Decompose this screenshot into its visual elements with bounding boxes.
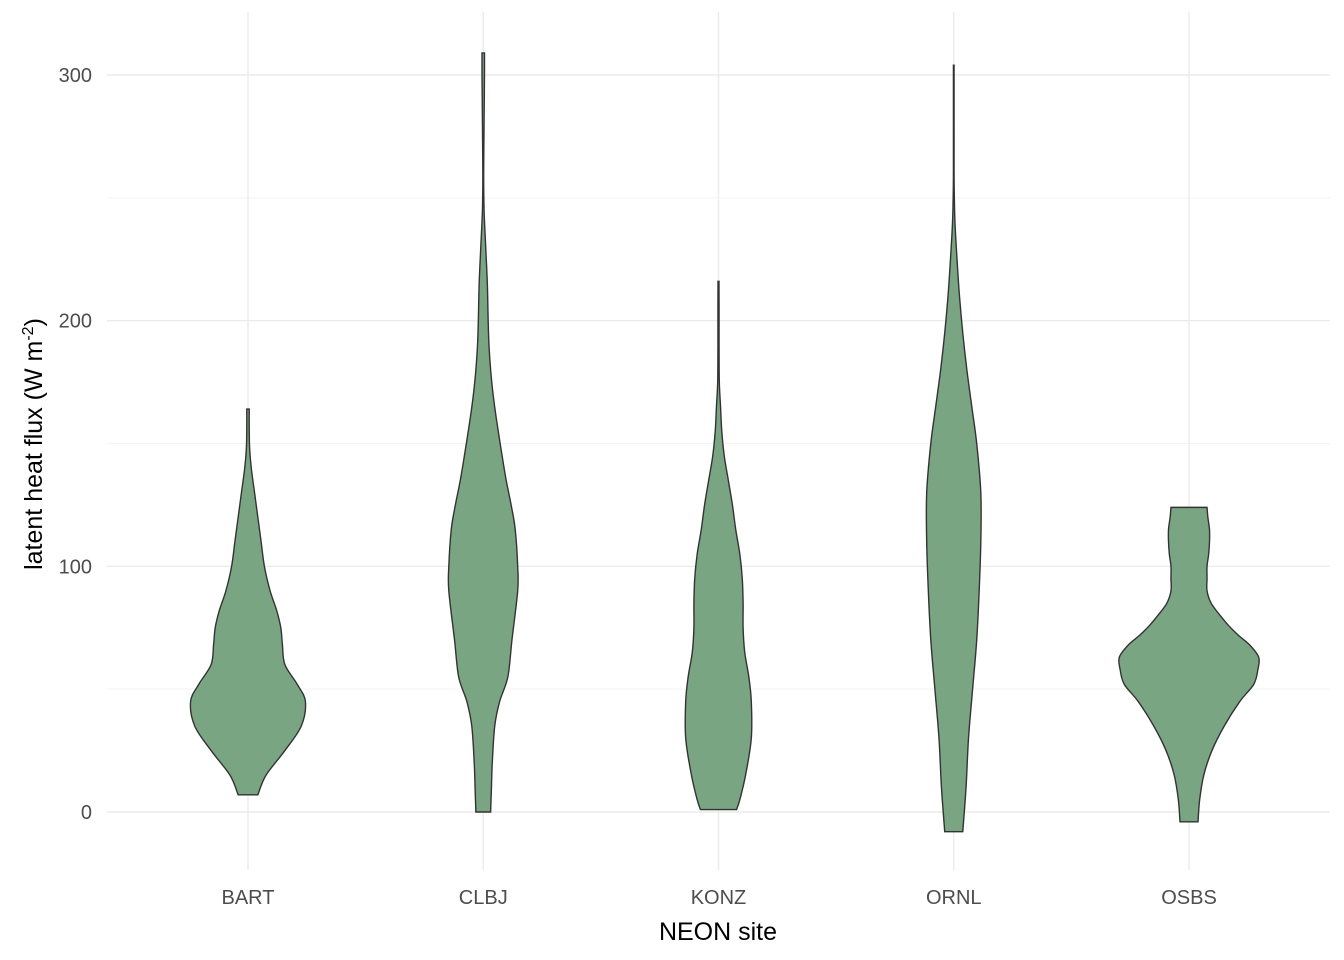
x-axis-title: NEON site xyxy=(659,918,777,946)
x-tick-label: ORNL xyxy=(926,887,982,909)
violin-clbj xyxy=(447,52,519,813)
violin-osbs xyxy=(1118,506,1260,823)
y-axis-title-end: ) xyxy=(20,318,48,326)
violins xyxy=(189,52,1260,833)
x-tick-labels: BART CLBJ KONZ ORNL OSBS xyxy=(222,887,1217,909)
x-tick-label: OSBS xyxy=(1161,887,1217,909)
y-axis-title-superscript: -2 xyxy=(20,326,37,340)
y-axis-title: latent heat flux (W m-2) xyxy=(20,318,48,570)
y-tick-label: 100 xyxy=(59,556,92,578)
y-axis-title-main: latent heat flux (W m xyxy=(20,341,48,570)
violin-ornl xyxy=(925,64,982,833)
x-tick-label: CLBJ xyxy=(459,887,508,909)
x-tick-label: KONZ xyxy=(691,887,747,909)
violin-bart xyxy=(189,408,307,796)
y-tick-label: 300 xyxy=(59,65,92,87)
y-tick-label: 200 xyxy=(59,311,92,333)
y-tick-labels: 0 100 200 300 xyxy=(59,65,92,824)
violin-konz xyxy=(684,280,753,811)
x-tick-label: BART xyxy=(222,887,275,909)
y-tick-label: 0 xyxy=(81,802,92,824)
